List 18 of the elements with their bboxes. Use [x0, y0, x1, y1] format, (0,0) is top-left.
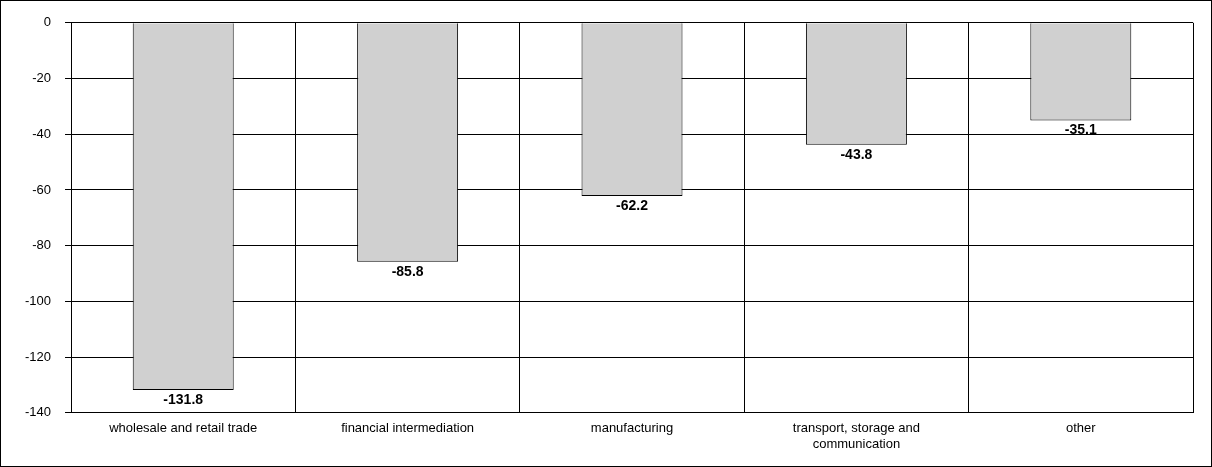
x-tick-label: financial intermediation: [341, 420, 475, 436]
y-tick-label: -20: [32, 70, 52, 86]
data-label: -62.2: [616, 196, 649, 213]
y-tick-label: 0: [43, 14, 52, 30]
data-label: -43.8: [840, 145, 873, 162]
y-tick-label: -40: [32, 125, 52, 141]
x-tick-label: transport, storage and communication: [792, 420, 921, 451]
data-label: -85.8: [391, 262, 424, 279]
data-label: -131.8: [163, 390, 204, 407]
y-tick-label: -120: [24, 348, 52, 364]
y-tick-label: -100: [24, 292, 52, 308]
x-tick-label: wholesale and retail trade: [108, 420, 258, 436]
x-tick-label: manufacturing: [590, 420, 674, 436]
y-tick-label: -80: [32, 237, 52, 253]
y-tick-label: -140: [24, 404, 52, 420]
x-tick-label: other: [1065, 420, 1097, 436]
y-tick-label: -60: [32, 181, 52, 197]
data-label: -35.1: [1064, 121, 1097, 138]
